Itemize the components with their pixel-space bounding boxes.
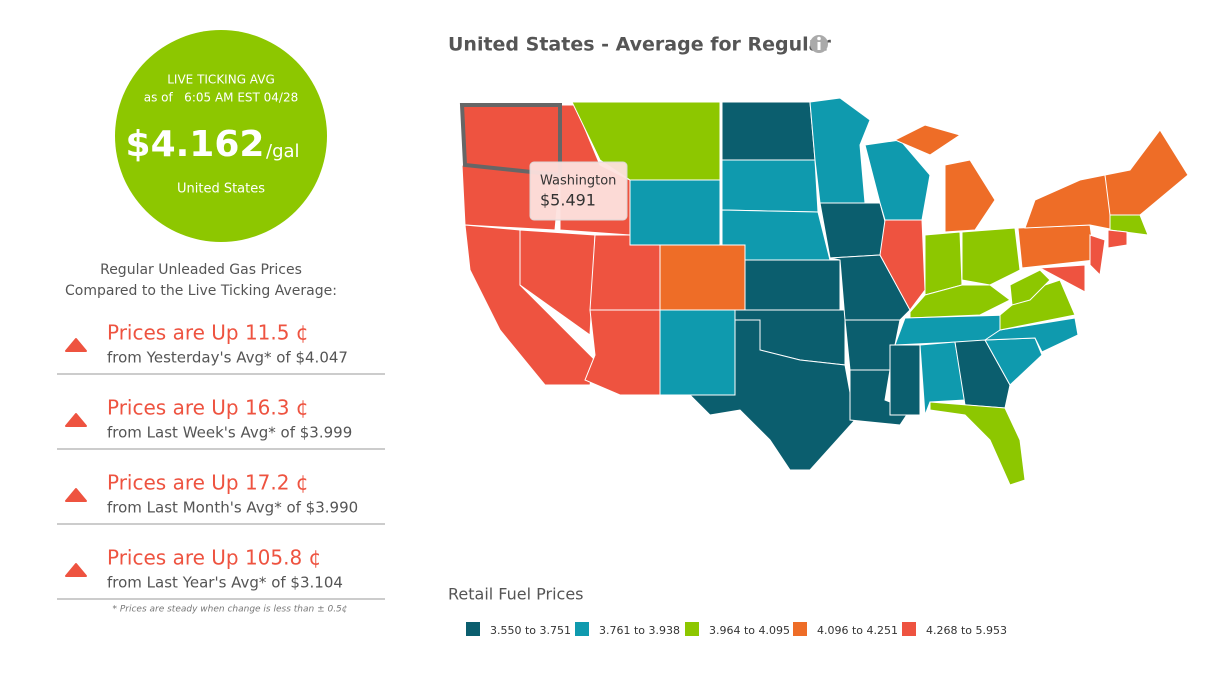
legend-swatch (575, 622, 589, 636)
state-nj[interactable] (1089, 234, 1106, 277)
us-map (459, 97, 1189, 486)
state-sd[interactable] (721, 159, 819, 213)
change-detail: from Last Month's Avg* of $3.990 (107, 499, 358, 517)
state-ia[interactable] (819, 202, 891, 259)
legend-swatch (466, 622, 480, 636)
change-headline: Prices are Up 105.8 ¢ (107, 546, 321, 570)
state-ms[interactable] (889, 344, 921, 416)
legend-swatch (685, 622, 699, 636)
state-ma[interactable] (1109, 214, 1149, 236)
info-icon[interactable] (810, 35, 828, 53)
change-headline: Prices are Up 17.2 ¢ (107, 471, 309, 495)
state-wy[interactable] (629, 179, 721, 246)
footnote: * Prices are steady when change is less … (112, 605, 347, 615)
state-mi-upper[interactable] (893, 124, 962, 156)
tooltip: Washington $5.491 (529, 161, 628, 221)
state-in[interactable] (924, 231, 963, 296)
live-average-badge (115, 30, 327, 242)
up-arrow (65, 413, 87, 427)
state-al[interactable] (919, 341, 966, 416)
legend-label: 3.550 to 3.751 (490, 624, 571, 637)
legend-title: Retail Fuel Prices (448, 585, 584, 604)
live-price: $4.162 (126, 124, 265, 165)
state-fl[interactable] (929, 401, 1026, 486)
state-md[interactable] (1038, 264, 1086, 293)
state-tx[interactable] (688, 319, 856, 471)
state-mi[interactable] (944, 159, 996, 233)
change-detail: from Yesterday's Avg* of $4.047 (107, 349, 348, 367)
price-unit: /gal (266, 141, 300, 162)
state-ga[interactable] (954, 339, 1011, 409)
up-arrow (65, 563, 87, 577)
tooltip-price: $5.491 (540, 191, 596, 210)
change-headline: Prices are Up 16.3 ¢ (107, 396, 309, 420)
state-co[interactable] (659, 244, 746, 311)
state-nc[interactable] (983, 317, 1079, 353)
comparison-heading: Compared to the Live Ticking Average: (65, 283, 337, 299)
legend-swatch (793, 622, 807, 636)
legend-label: 3.761 to 3.938 (599, 624, 680, 637)
change-detail: from Last Year's Avg* of $3.104 (107, 574, 343, 592)
legend-label: 4.096 to 4.251 (817, 624, 898, 637)
state-wv[interactable] (1009, 269, 1051, 306)
state-ny[interactable] (1024, 174, 1116, 231)
legend-swatch (902, 622, 916, 636)
change-headline: Prices are Up 11.5 ¢ (107, 321, 309, 345)
state-mn[interactable] (809, 97, 871, 204)
state-nv[interactable] (519, 229, 596, 336)
state-nm[interactable] (659, 309, 736, 396)
state-ct[interactable] (1107, 229, 1128, 249)
up-arrow (65, 338, 87, 352)
state-il[interactable] (879, 219, 926, 311)
map-title: United States - Average for Regular (448, 34, 832, 56)
state-ks[interactable] (744, 259, 841, 311)
state-az[interactable] (584, 309, 661, 396)
up-arrow (65, 488, 87, 502)
state-new-england[interactable] (1104, 129, 1189, 216)
tooltip-state: Washington (540, 174, 616, 189)
live-label: LIVE TICKING AVG (167, 73, 275, 87)
region: United States (177, 182, 265, 197)
change-detail: from Last Week's Avg* of $3.999 (107, 424, 352, 442)
state-pa[interactable] (1017, 224, 1096, 269)
as-of: as of 6:05 AM EST 04/28 (144, 91, 299, 105)
state-ut[interactable] (589, 234, 661, 311)
state-oh[interactable] (961, 227, 1021, 286)
legend-label: 3.964 to 4.095 (709, 624, 790, 637)
comparison-heading: Regular Unleaded Gas Prices (100, 262, 302, 278)
legend-label: 4.268 to 5.953 (926, 624, 1007, 637)
state-nd[interactable] (721, 101, 816, 161)
